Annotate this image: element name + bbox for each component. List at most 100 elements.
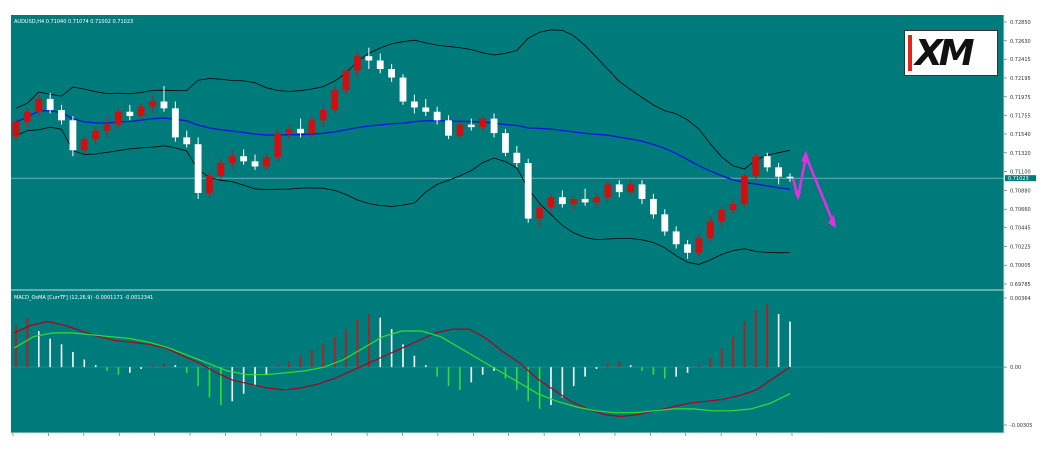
price-tick-label: 0.72195 bbox=[1010, 76, 1031, 82]
candle-body bbox=[137, 106, 145, 117]
candle-body bbox=[706, 221, 714, 239]
candle-body bbox=[718, 210, 726, 222]
candle-body bbox=[69, 120, 77, 151]
price-tick-label: 0.70660 bbox=[1010, 207, 1031, 213]
candle-body bbox=[581, 198, 589, 203]
candle-body bbox=[92, 130, 100, 140]
candle-body bbox=[354, 56, 361, 71]
candle-body bbox=[149, 101, 157, 107]
candle-body bbox=[46, 98, 54, 111]
time-tick-label: 19 Oct 16:00 bbox=[686, 433, 719, 439]
candle-body bbox=[502, 133, 509, 153]
time-tick-label: 19 Oct 00:00 bbox=[650, 433, 683, 439]
moving-average-line bbox=[15, 109, 791, 190]
time-tick-label: 15 Oct 00:00 bbox=[544, 433, 577, 439]
candle-body bbox=[593, 197, 600, 203]
candle-body bbox=[160, 101, 168, 109]
price-tick-label: 0.70880 bbox=[1010, 188, 1031, 194]
time-tick-label: 6 Oct 08:00 bbox=[190, 433, 219, 439]
price-tick-label: 0.71320 bbox=[1010, 151, 1031, 157]
price-tick-label: 0.70445 bbox=[1010, 226, 1031, 232]
macd-main-line bbox=[13, 330, 791, 414]
forecast-arrow-up-head bbox=[801, 150, 810, 164]
candle-body bbox=[649, 198, 657, 215]
time-tick-label: 13 Oct 00:00 bbox=[438, 433, 471, 439]
candle-body bbox=[433, 111, 441, 121]
candle-body bbox=[490, 118, 498, 134]
candle-body bbox=[58, 110, 65, 121]
price-tick-label: 0.72630 bbox=[1010, 39, 1031, 45]
bollinger-lower-band bbox=[15, 126, 791, 265]
candle-body bbox=[445, 120, 452, 136]
time-tick-label: 2 Oct 08:00 bbox=[84, 433, 113, 439]
logo-text: XM bbox=[915, 33, 975, 74]
candle-body bbox=[558, 197, 566, 205]
candle-body bbox=[297, 128, 304, 134]
candle-body bbox=[604, 184, 612, 198]
time-tick-label: 8 Oct 08:00 bbox=[296, 433, 325, 439]
forecast-path-down bbox=[804, 155, 836, 226]
candle-body bbox=[638, 184, 646, 199]
candle-body bbox=[115, 111, 122, 125]
candle-body bbox=[399, 77, 407, 102]
candle-body bbox=[570, 198, 578, 205]
candle-body bbox=[775, 167, 783, 177]
time-tick-label: 14 Oct 08:00 bbox=[509, 433, 542, 439]
candle-body bbox=[752, 156, 760, 176]
candle-body bbox=[741, 175, 748, 205]
current-price-label: 0.71023 bbox=[1008, 176, 1029, 182]
indicator-info: MACD_OsMA [CurrTF] (12,26,9) -0.0001171 … bbox=[14, 295, 153, 301]
candle-body bbox=[410, 101, 418, 108]
candle-body bbox=[228, 156, 236, 164]
candle-body bbox=[262, 157, 270, 167]
candle-body bbox=[547, 197, 555, 208]
time-tick-label: 1 Oct 2020 bbox=[13, 433, 41, 439]
candle-body bbox=[206, 175, 213, 193]
candle-body bbox=[763, 156, 771, 168]
candle-body bbox=[35, 98, 43, 112]
price-tick-label: 0.71755 bbox=[1010, 114, 1031, 120]
candle-body bbox=[23, 111, 31, 123]
candle-body bbox=[183, 137, 191, 145]
candle-body bbox=[376, 60, 384, 70]
candle-body bbox=[661, 214, 669, 232]
time-tick-label: 16 Oct 08:00 bbox=[615, 433, 648, 439]
time-tick-label: 20 Oct 08:00 bbox=[721, 433, 754, 439]
current-price-box bbox=[1005, 175, 1036, 182]
time-tick-label: 21 Oct 00:00 bbox=[757, 433, 790, 439]
candle-body bbox=[240, 156, 248, 162]
candle-body bbox=[456, 124, 464, 136]
candle-body bbox=[285, 128, 293, 134]
price-tick-label: 0.71975 bbox=[1010, 95, 1031, 101]
candle-body bbox=[536, 207, 544, 219]
time-tick-label: 7 Oct 16:00 bbox=[261, 433, 290, 439]
time-tick-label: 9 Oct 00:00 bbox=[332, 433, 361, 439]
candle-body bbox=[479, 118, 487, 128]
macd-tick-label: 0.00 bbox=[1010, 365, 1021, 371]
time-tick-label: 12 Oct 08:00 bbox=[403, 433, 436, 439]
price-tick-label: 0.69785 bbox=[1010, 282, 1031, 288]
time-tick-label: 9 Oct 16:00 bbox=[367, 433, 396, 439]
time-tick-label: 5 Oct 16:00 bbox=[155, 433, 184, 439]
candle-body bbox=[672, 231, 680, 245]
candle-body bbox=[342, 70, 350, 91]
price-tick-label: 0.70225 bbox=[1010, 244, 1031, 250]
time-tick-label: 5 Oct 00:00 bbox=[119, 433, 148, 439]
candle-body bbox=[524, 163, 532, 219]
bollinger-upper-band bbox=[15, 29, 791, 170]
time-tick-label: 1 Oct 16:00 bbox=[48, 433, 77, 439]
candle-body bbox=[467, 124, 475, 128]
price-scale-panel bbox=[1004, 15, 1036, 433]
candle-body bbox=[365, 56, 373, 61]
candle-body bbox=[251, 161, 259, 167]
price-tick-label: 0.72850 bbox=[1010, 20, 1031, 26]
price-tick-label: 0.72415 bbox=[1010, 57, 1031, 63]
time-tick-label: 21 Oct 16:00 bbox=[792, 433, 825, 439]
candle-body bbox=[615, 184, 623, 193]
logo-accent bbox=[908, 35, 912, 71]
candle-body bbox=[627, 184, 635, 193]
candle-body bbox=[103, 124, 111, 131]
candle-body bbox=[194, 144, 202, 193]
candle-body bbox=[422, 107, 430, 112]
